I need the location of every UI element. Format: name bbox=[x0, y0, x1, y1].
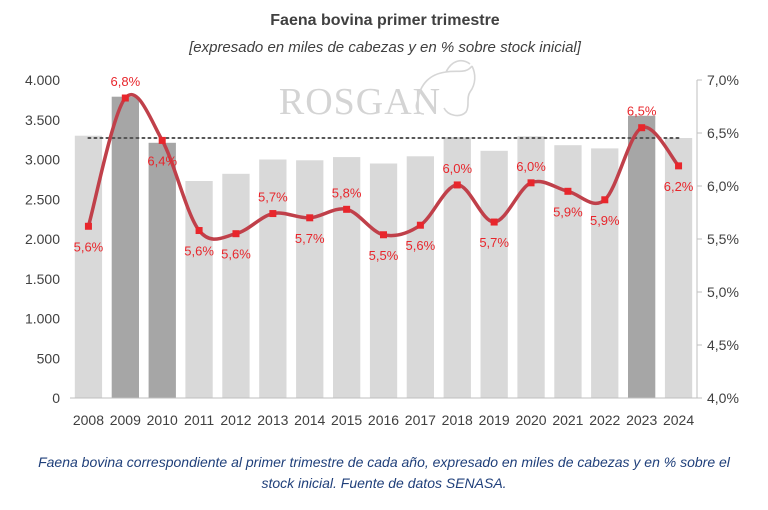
y-left-tick-label: 1.500 bbox=[25, 271, 60, 287]
line-marker-2009 bbox=[121, 94, 129, 102]
x-tick-label: 2012 bbox=[220, 412, 251, 428]
data-label-2020: 6,0% bbox=[516, 159, 546, 174]
x-tick-label: 2019 bbox=[479, 412, 510, 428]
x-tick-label: 2011 bbox=[184, 412, 214, 428]
line-marker-2010 bbox=[158, 136, 166, 144]
bar-2008 bbox=[74, 135, 103, 398]
line-series bbox=[84, 93, 683, 241]
line-marker-2023 bbox=[638, 124, 646, 132]
bar-2018 bbox=[443, 137, 471, 398]
data-label-2009: 6,8% bbox=[111, 74, 141, 89]
line-marker-2022 bbox=[601, 196, 609, 204]
bar-series bbox=[74, 96, 693, 399]
line-marker-2011 bbox=[195, 227, 203, 235]
bar-2010 bbox=[148, 142, 176, 398]
watermark-logo: ROSGAN bbox=[279, 59, 476, 123]
x-tick-label: 2009 bbox=[110, 412, 141, 428]
data-label-2016: 5,5% bbox=[369, 248, 399, 263]
y-right-tick-label: 4,0% bbox=[707, 390, 739, 406]
x-tick-label: 2014 bbox=[294, 412, 325, 428]
y-left-tick-label: 4.000 bbox=[25, 72, 60, 88]
y-left-tick-label: 3.500 bbox=[25, 112, 60, 128]
x-tick-label: 2008 bbox=[73, 412, 104, 428]
y-right-tick-label: 6,5% bbox=[707, 125, 739, 141]
y-right-tick-label: 7,0% bbox=[707, 72, 739, 88]
line-marker-2014 bbox=[306, 214, 314, 222]
line-marker-2017 bbox=[416, 221, 424, 229]
chart-title: Faena bovina primer trimestre bbox=[270, 12, 500, 29]
data-label-2008: 5,6% bbox=[74, 239, 104, 254]
bull-icon bbox=[415, 59, 476, 117]
bar-2012 bbox=[222, 173, 250, 398]
bar-2013 bbox=[259, 159, 287, 398]
bar-2023 bbox=[628, 115, 656, 399]
chart-subtitle: [expresado en miles de cabezas y en % so… bbox=[188, 39, 582, 56]
y-left-tick-label: 500 bbox=[37, 350, 61, 366]
data-label-2013: 5,7% bbox=[258, 190, 288, 205]
y-left-tick-label: 0 bbox=[52, 390, 60, 406]
x-tick-label: 2015 bbox=[331, 412, 362, 428]
x-tick-label: 2022 bbox=[589, 412, 620, 428]
bar-2015 bbox=[333, 157, 361, 398]
x-tick-label: 2017 bbox=[405, 412, 436, 428]
bar-2017 bbox=[406, 156, 434, 398]
x-tick-label: 2023 bbox=[626, 412, 657, 428]
line-marker-2013 bbox=[269, 210, 277, 218]
data-label-2010: 6,4% bbox=[147, 153, 177, 168]
caption-line-1: Faena bovina correspondiente al primer t… bbox=[38, 454, 730, 470]
data-label-2023: 6,5% bbox=[627, 104, 657, 119]
bar-2021 bbox=[554, 145, 582, 398]
data-label-2018: 6,0% bbox=[442, 161, 472, 176]
x-tick-label: 2010 bbox=[147, 412, 178, 428]
line-marker-2012 bbox=[232, 230, 240, 238]
data-label-2011: 5,6% bbox=[184, 244, 214, 259]
line-marker-2015 bbox=[343, 205, 351, 213]
x-tick-label: 2018 bbox=[442, 412, 473, 428]
data-label-2014: 5,7% bbox=[295, 231, 325, 246]
x-tick-label: 2013 bbox=[257, 412, 288, 428]
data-label-2021: 5,9% bbox=[553, 204, 583, 219]
x-tick-label: 2021 bbox=[552, 412, 583, 428]
x-tick-label: 2024 bbox=[663, 412, 694, 428]
watermark-text: ROSGAN bbox=[279, 81, 441, 123]
line-marker-2018 bbox=[453, 181, 461, 189]
data-label-2017: 5,6% bbox=[406, 238, 436, 253]
y-left-tick-label: 2.500 bbox=[25, 191, 60, 207]
data-label-2019: 5,7% bbox=[479, 235, 509, 250]
line-marker-2024 bbox=[675, 162, 683, 170]
bar-2024 bbox=[664, 138, 693, 398]
bar-2020 bbox=[517, 136, 545, 398]
figure-caption: Faena bovina correspondiente al primer t… bbox=[0, 452, 768, 494]
y-right-tick-label: 5,5% bbox=[707, 231, 739, 247]
data-label-2012: 5,6% bbox=[221, 247, 251, 262]
y-left-tick-label: 3.000 bbox=[25, 152, 60, 168]
y-right-tick-label: 4,5% bbox=[707, 337, 739, 353]
line-marker-2016 bbox=[380, 231, 387, 239]
bar-2014 bbox=[296, 160, 324, 398]
y-right-tick-label: 5,0% bbox=[707, 284, 739, 300]
bar-2009 bbox=[111, 96, 139, 398]
line-marker-2008 bbox=[84, 222, 92, 230]
line-marker-2019 bbox=[490, 218, 498, 226]
chart: Faena bovina primer trimestre [expresado… bbox=[25, 12, 739, 428]
data-label-2015: 5,8% bbox=[332, 185, 362, 200]
y-left-tick-label: 1.000 bbox=[25, 311, 60, 327]
y-right-tick-label: 6,0% bbox=[707, 178, 739, 194]
data-labels: 5,6% 6,8% 6,4% 5,6% 5,6% 5,7% 5,7% 5,8% 5,5% 5,6%… bbox=[74, 74, 694, 263]
line-marker-2020 bbox=[527, 179, 535, 187]
caption-line-2: stock inicial. Fuente de datos SENASA. bbox=[261, 475, 507, 491]
bar-2022 bbox=[591, 148, 619, 398]
y-left-tick-label: 2.000 bbox=[25, 231, 60, 247]
bar-2016 bbox=[369, 163, 398, 398]
axes: 0 500 1.000 1.500 2.000 2.500 3.000 3.500 4.000 4… bbox=[25, 72, 739, 428]
bar-2019 bbox=[480, 150, 508, 398]
x-tick-label: 2020 bbox=[515, 412, 546, 428]
data-label-2022: 5,9% bbox=[590, 213, 620, 228]
x-tick-label: 2016 bbox=[368, 412, 399, 428]
line-marker-2021 bbox=[564, 187, 572, 195]
data-label-2024: 6,2% bbox=[664, 179, 694, 194]
